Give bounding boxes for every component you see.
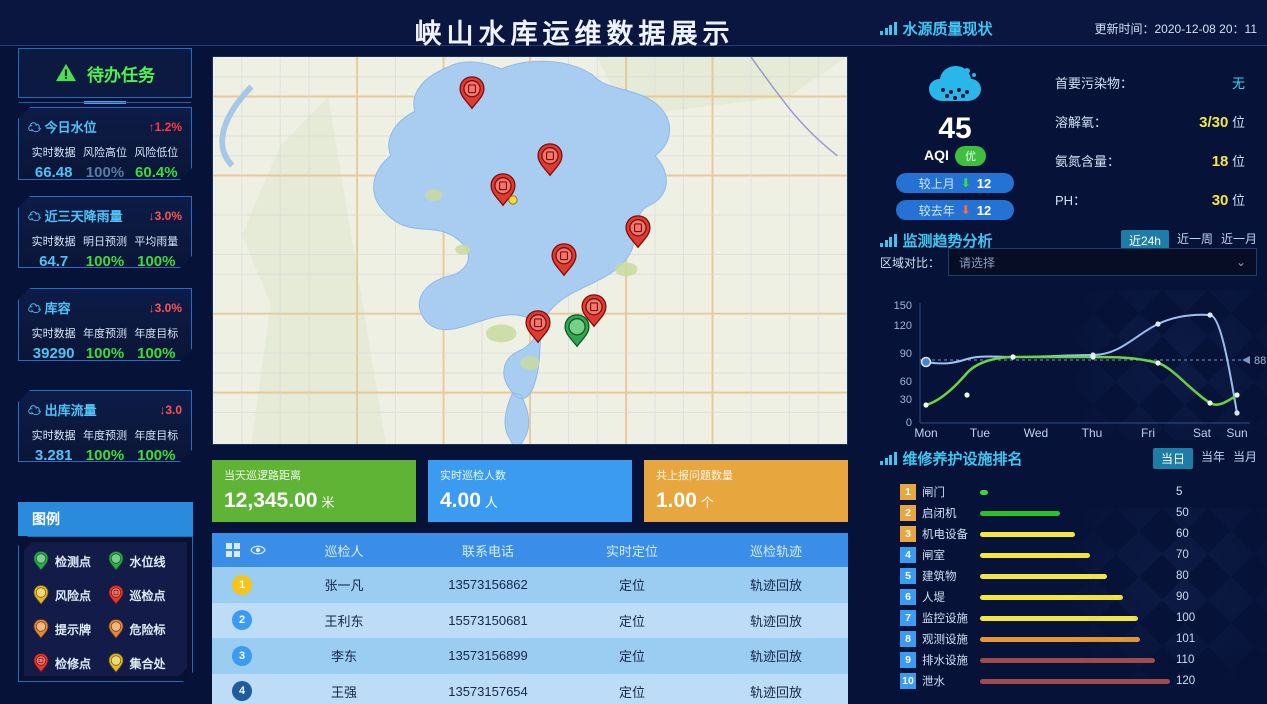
svg-text:90: 90	[900, 348, 912, 360]
svg-text:0: 0	[906, 417, 912, 429]
svg-text:120: 120	[894, 320, 912, 332]
svg-text:Sun: Sun	[1226, 426, 1247, 440]
svg-text:88.57: 88.57	[1254, 355, 1267, 367]
svg-text:Thu: Thu	[1082, 426, 1103, 440]
svg-text:60: 60	[900, 376, 912, 388]
svg-text:Fri: Fri	[1141, 426, 1155, 440]
svg-text:Mon: Mon	[914, 426, 937, 440]
svg-text:Wed: Wed	[1024, 426, 1048, 440]
svg-text:30: 30	[900, 394, 912, 406]
svg-text:Sat: Sat	[1193, 426, 1212, 440]
svg-text:150: 150	[894, 300, 912, 312]
svg-text:Tue: Tue	[970, 426, 991, 440]
